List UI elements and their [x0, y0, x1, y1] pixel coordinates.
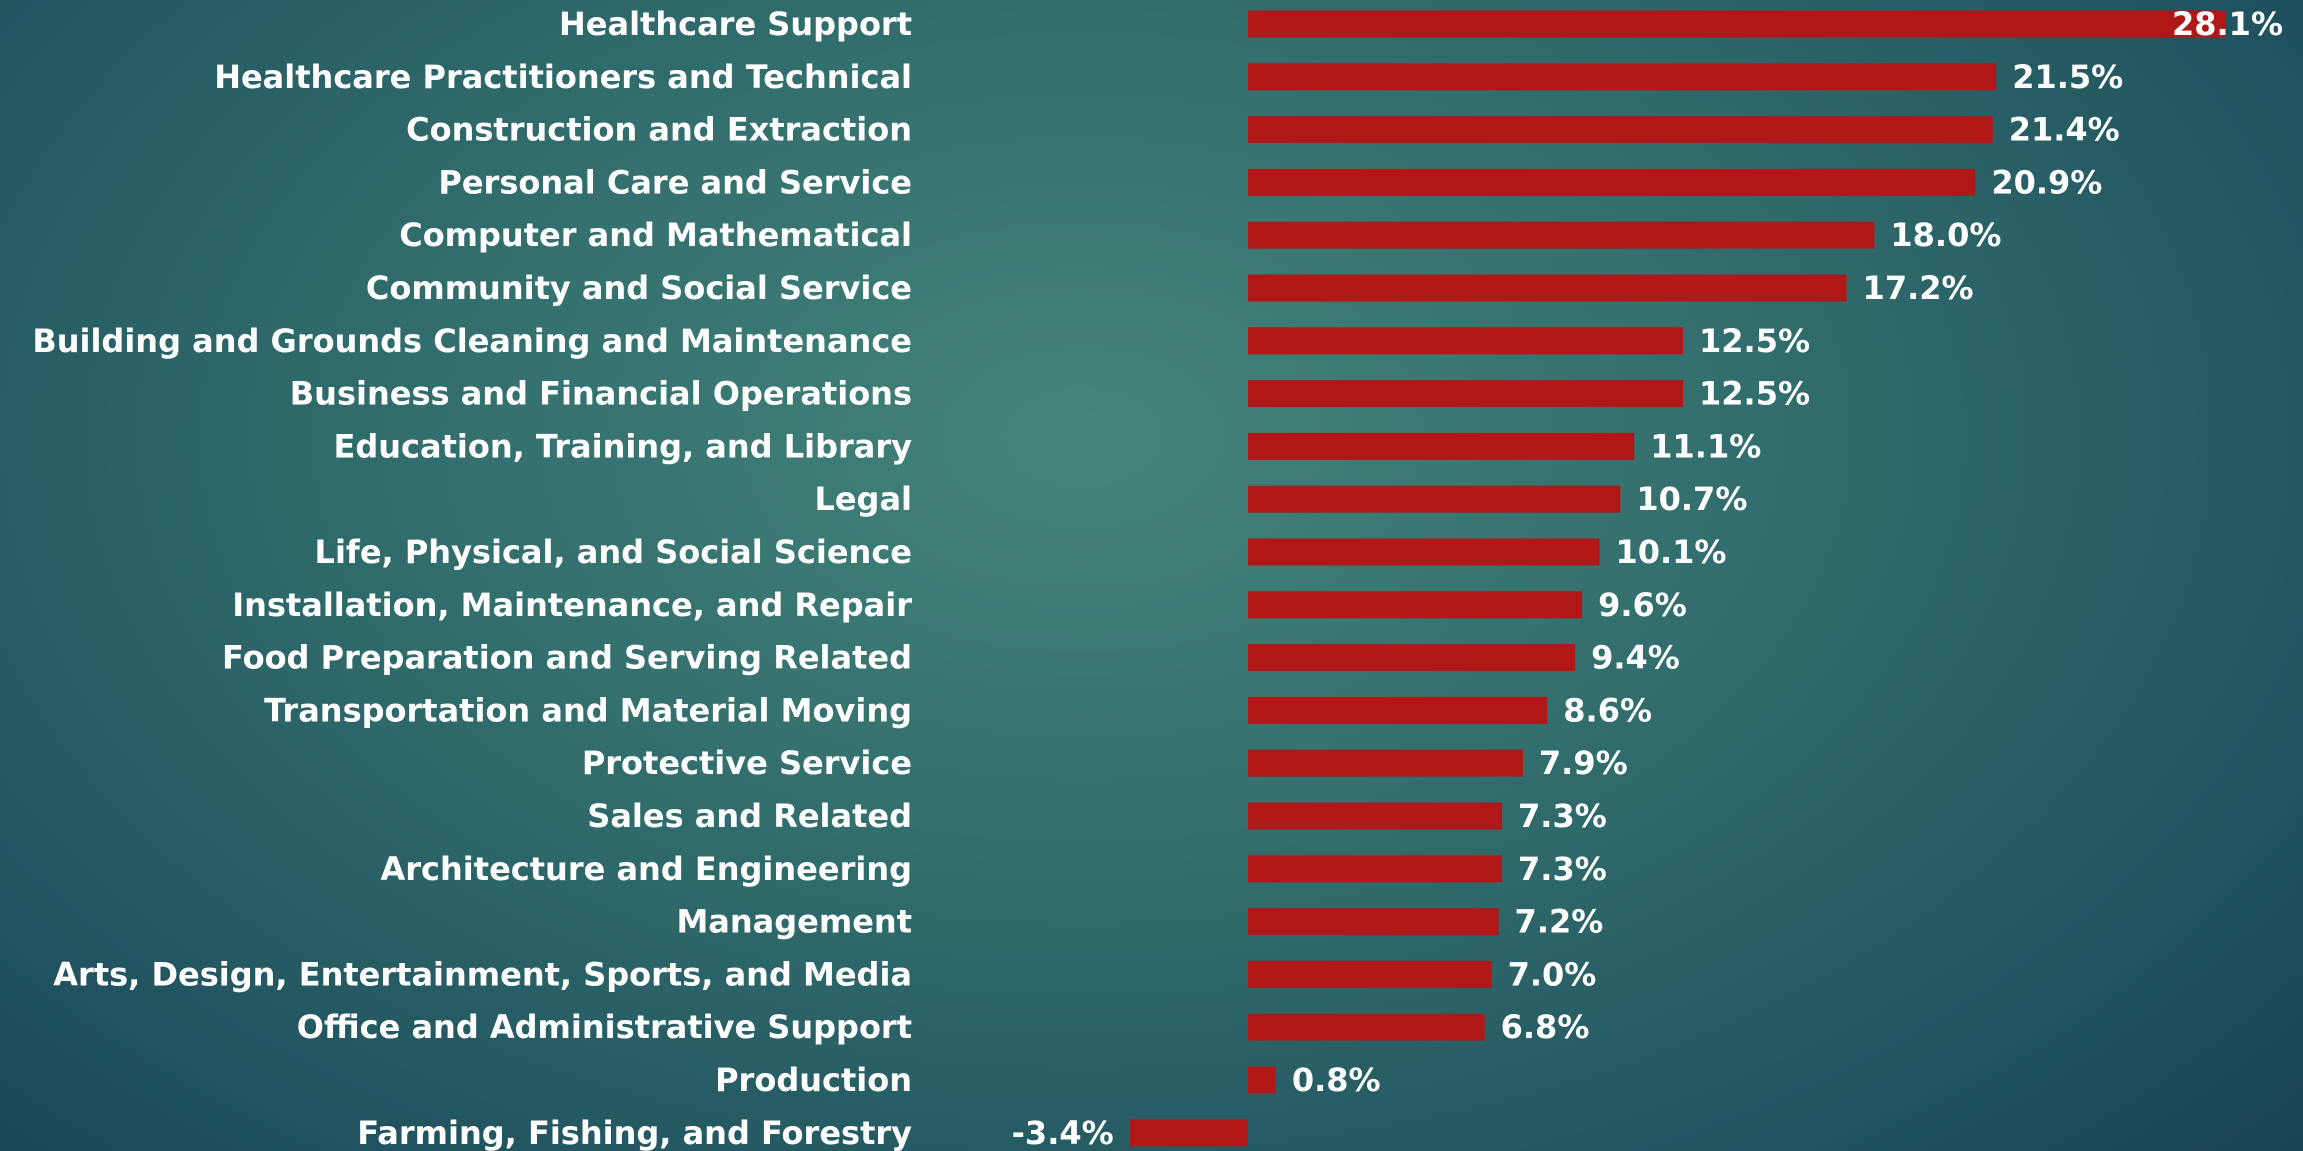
value-label: 21.5%	[2012, 58, 2123, 96]
category-label: Computer and Mathematical	[399, 216, 912, 254]
value-label: 12.5%	[1699, 375, 1810, 413]
value-label: 11.1%	[1650, 427, 1761, 465]
value-label: 8.6%	[1563, 691, 1652, 729]
bar	[1248, 749, 1523, 777]
value-label: 9.4%	[1591, 639, 1680, 677]
bar	[1248, 380, 1683, 408]
bar	[1248, 802, 1503, 830]
category-label: Arts, Design, Entertainment, Sports, and…	[53, 955, 912, 993]
value-label: 7.9%	[1539, 744, 1628, 782]
value-label: 7.3%	[1518, 797, 1607, 835]
bar	[1248, 1066, 1276, 1094]
value-label: 7.2%	[1515, 903, 1604, 941]
category-label: Installation, Maintenance, and Repair	[232, 586, 912, 624]
value-label: 28.1%	[2172, 5, 2283, 43]
category-label: Education, Training, and Library	[333, 427, 912, 465]
bar	[1248, 855, 1503, 883]
value-label: 6.8%	[1501, 1008, 1590, 1046]
bar	[1248, 432, 1635, 460]
category-label: Community and Social Service	[366, 269, 912, 307]
bar	[1248, 274, 1847, 302]
category-label: Architecture and Engineering	[381, 850, 913, 888]
category-label: Construction and Extraction	[406, 111, 912, 149]
bar	[1248, 960, 1492, 988]
category-label: Building and Grounds Cleaning and Mainte…	[32, 322, 912, 360]
value-label: 10.1%	[1615, 533, 1726, 571]
value-label: 9.6%	[1598, 586, 1687, 624]
category-label: Healthcare Practitioners and Technical	[214, 58, 912, 96]
bar	[1248, 116, 1993, 144]
bar	[1248, 644, 1576, 672]
category-label: Transportation and Material Moving	[264, 691, 912, 729]
category-label: Food Preparation and Serving Related	[222, 639, 912, 677]
category-label: Protective Service	[582, 744, 912, 782]
value-label: 12.5%	[1699, 322, 1810, 360]
value-label: 17.2%	[1863, 269, 1974, 307]
category-label: Legal	[814, 480, 912, 518]
category-label: Production	[715, 1061, 912, 1099]
value-label: 7.3%	[1518, 850, 1607, 888]
value-label: -3.4%	[1012, 1114, 1114, 1151]
bar	[1248, 696, 1548, 724]
bar	[1248, 908, 1499, 936]
bar	[1248, 63, 1997, 91]
category-label: Personal Care and Service	[438, 163, 912, 201]
category-label: Healthcare Support	[559, 5, 912, 43]
bar	[1248, 1013, 1485, 1041]
bar	[1129, 1119, 1248, 1147]
bar	[1248, 10, 2226, 38]
bar	[1248, 168, 1976, 196]
bar	[1248, 538, 1600, 566]
value-label: 7.0%	[1508, 955, 1597, 993]
category-label: Business and Financial Operations	[290, 375, 912, 413]
value-label: 21.4%	[2009, 111, 2120, 149]
bar	[1248, 485, 1621, 513]
bar	[1248, 591, 1583, 619]
category-label: Life, Physical, and Social Science	[315, 533, 912, 571]
value-label: 10.7%	[1636, 480, 1747, 518]
bar	[1248, 327, 1683, 355]
category-label: Farming, Fishing, and Forestry	[357, 1114, 912, 1151]
value-label: 18.0%	[1890, 216, 2001, 254]
value-label: 0.8%	[1292, 1061, 1381, 1099]
bar	[1248, 221, 1875, 249]
category-label: Management	[676, 903, 912, 941]
category-label: Sales and Related	[587, 797, 912, 835]
value-label: 20.9%	[1991, 163, 2102, 201]
category-label: Office and Administrative Support	[297, 1008, 912, 1046]
